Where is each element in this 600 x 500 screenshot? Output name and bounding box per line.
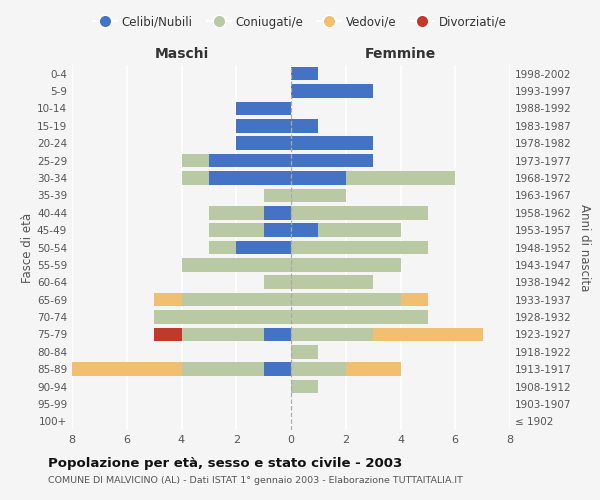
Bar [291,136,373,150]
Bar [291,206,428,220]
Text: Maschi: Maschi [154,48,209,62]
Bar [291,119,319,132]
Bar [291,154,373,168]
Bar [236,102,291,115]
Bar [182,293,291,306]
Y-axis label: Fasce di età: Fasce di età [21,212,34,282]
Bar [263,362,291,376]
Bar [291,84,373,98]
Bar [236,119,291,132]
Bar [291,240,428,254]
Bar [209,171,291,185]
Bar [263,276,291,289]
Legend: Celibi/Nubili, Coniugati/e, Vedovi/e, Divorziati/e: Celibi/Nubili, Coniugati/e, Vedovi/e, Di… [89,11,511,34]
Bar [291,224,319,237]
Bar [291,188,346,202]
Bar [291,293,401,306]
Bar [291,67,319,80]
Bar [182,171,209,185]
Bar [154,328,182,341]
Bar [182,328,263,341]
Bar [182,258,291,272]
Bar [291,258,401,272]
Text: Popolazione per età, sesso e stato civile - 2003: Popolazione per età, sesso e stato civil… [48,458,402,470]
Bar [291,276,373,289]
Bar [209,154,291,168]
Bar [291,380,319,394]
Bar [236,136,291,150]
Bar [319,224,401,237]
Y-axis label: Anni di nascita: Anni di nascita [578,204,591,291]
Bar [263,206,291,220]
Bar [291,310,428,324]
Bar [263,328,291,341]
Bar [291,362,346,376]
Bar [182,154,209,168]
Bar [346,362,401,376]
Bar [291,171,346,185]
Text: Femmine: Femmine [365,48,436,62]
Bar [236,240,291,254]
Bar [209,240,236,254]
Bar [154,310,291,324]
Bar [373,328,482,341]
Bar [209,224,263,237]
Bar [182,362,263,376]
Bar [346,171,455,185]
Bar [263,224,291,237]
Text: COMUNE DI MALVICINO (AL) - Dati ISTAT 1° gennaio 2003 - Elaborazione TUTTAITALIA: COMUNE DI MALVICINO (AL) - Dati ISTAT 1°… [48,476,463,485]
Bar [263,188,291,202]
Bar [72,362,182,376]
Bar [291,345,319,358]
Bar [154,293,182,306]
Bar [291,328,373,341]
Bar [209,206,263,220]
Bar [401,293,428,306]
